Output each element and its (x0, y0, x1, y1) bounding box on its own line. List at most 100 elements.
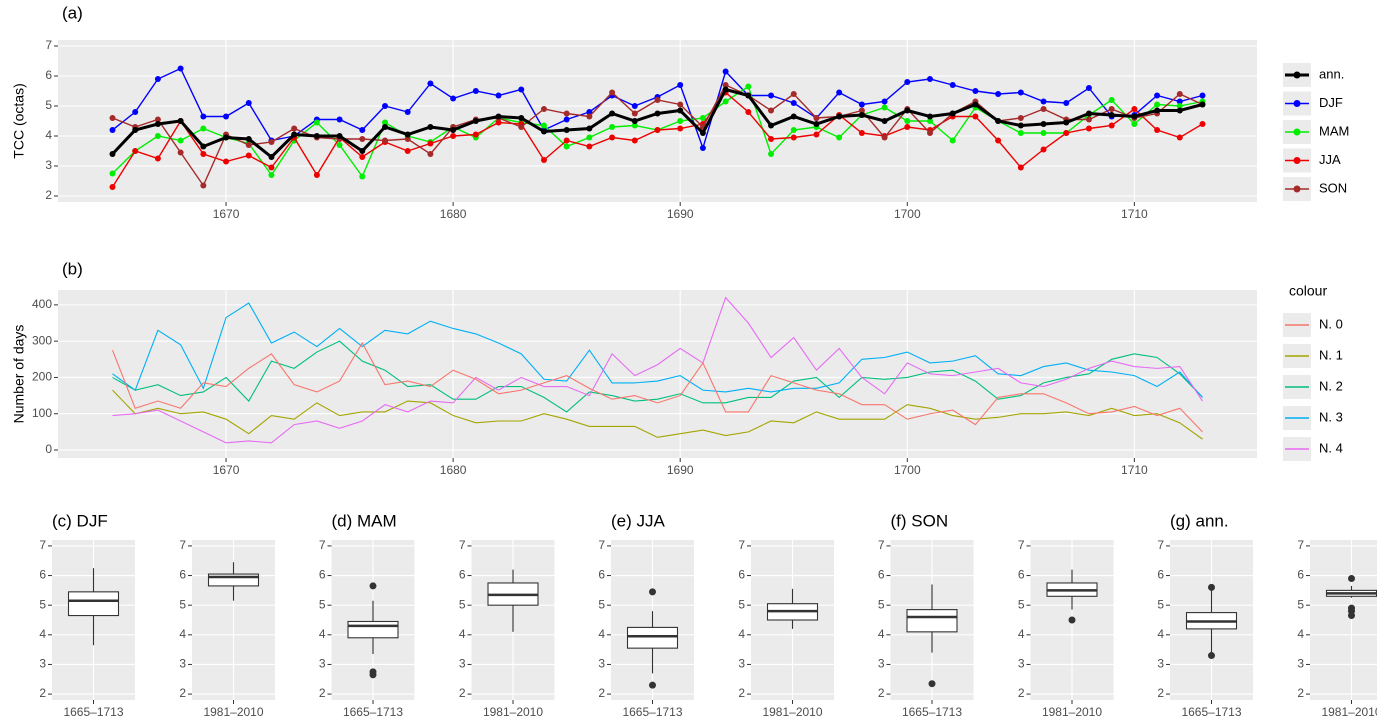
y-tick-label: 7 (45, 38, 52, 52)
data-point (1154, 127, 1161, 133)
data-point (1199, 101, 1206, 108)
data-point (336, 116, 343, 123)
y-tick-label: 4 (1297, 627, 1304, 641)
data-point (1085, 116, 1092, 123)
series-line (111, 341, 1203, 433)
data-point (154, 155, 161, 162)
data-point (722, 68, 729, 75)
y-tick-label: 5 (738, 597, 745, 611)
data-point (836, 89, 843, 96)
outlier (928, 680, 936, 688)
box (906, 609, 958, 633)
data-point (268, 154, 275, 160)
data-point (563, 110, 570, 117)
data-point (223, 134, 230, 141)
data-point (563, 127, 570, 133)
data-point (972, 113, 979, 120)
data-point (972, 88, 979, 94)
data-point (132, 148, 139, 154)
data-point (223, 158, 230, 165)
x-tick-label: 1981–2010 (203, 705, 263, 719)
y-tick-label: 7 (1157, 538, 1164, 552)
data-point (745, 109, 752, 115)
y-tick-label: 4 (39, 627, 46, 641)
data-point (223, 113, 230, 120)
y-tick-label: 4 (45, 128, 52, 142)
x-tick-label: 1680 (440, 207, 467, 221)
data-point (1131, 121, 1138, 127)
y-tick-label: 300 (32, 333, 52, 347)
y-tick-label: 3 (459, 657, 466, 671)
data-point (268, 164, 275, 171)
data-point (1176, 134, 1183, 141)
y-tick-label: 100 (32, 406, 52, 420)
data-point (722, 98, 729, 105)
y-tick-label: 6 (878, 568, 885, 582)
data-point (427, 80, 434, 87)
data-point (1176, 98, 1183, 105)
panel-title: (b) (62, 259, 83, 278)
y-tick-label: 200 (32, 370, 52, 384)
data-point (927, 113, 933, 120)
data-point (1108, 112, 1115, 118)
outlier (649, 588, 656, 596)
y-tick-label: 6 (179, 568, 186, 582)
data-point (631, 118, 638, 124)
data-point (631, 103, 638, 109)
y-tick-label: 3 (39, 657, 46, 671)
legend-label: N. 0 (1319, 316, 1343, 331)
outlier (369, 671, 377, 679)
data-point (768, 136, 775, 142)
data-point (563, 137, 570, 144)
data-point (1063, 119, 1070, 126)
y-tick-label: 4 (1018, 627, 1025, 641)
data-point (1108, 106, 1115, 112)
y-tick-label: 5 (1018, 597, 1025, 611)
data-point (927, 76, 933, 82)
panel-title: (a) (62, 3, 83, 22)
data-point (699, 145, 706, 151)
y-tick-label: 2 (1297, 686, 1304, 700)
data-point (359, 148, 366, 154)
data-point (245, 136, 252, 142)
data-point (586, 113, 593, 120)
data-point (200, 113, 207, 120)
data-point (268, 172, 275, 178)
data-point (881, 134, 888, 141)
data-point (427, 124, 434, 130)
y-tick-label: 5 (878, 597, 885, 611)
x-tick-label: 1690 (667, 207, 694, 221)
data-point (745, 92, 752, 99)
y-tick-label: 4 (459, 627, 466, 641)
y-tick-label: 3 (1018, 657, 1025, 671)
data-point (699, 130, 706, 136)
data-point (1154, 107, 1161, 114)
x-tick-label: 1665–1713 (343, 705, 403, 719)
data-point (677, 118, 684, 124)
data-point (1063, 100, 1070, 106)
data-point (472, 131, 479, 138)
data-point (677, 125, 684, 132)
data-point (881, 104, 888, 111)
data-point (1017, 89, 1024, 96)
y-tick-label: 5 (39, 597, 46, 611)
data-point (359, 173, 366, 180)
y-tick-label: 7 (39, 538, 46, 552)
data-point (359, 136, 366, 142)
data-point (245, 100, 252, 106)
plot-background (58, 40, 1257, 202)
y-tick-label: 5 (459, 597, 466, 611)
data-point (813, 121, 820, 127)
data-point (154, 121, 161, 127)
y-tick-label: 5 (1297, 597, 1304, 611)
data-point (881, 98, 888, 105)
panel-title: (d) MAM (332, 511, 397, 530)
data-point (631, 137, 638, 144)
y-tick-label: 2 (1018, 686, 1025, 700)
y-tick-label: 6 (39, 568, 46, 582)
data-point (927, 130, 933, 136)
data-point (858, 130, 865, 136)
y-tick-label: 2 (1157, 686, 1164, 700)
data-point (1131, 106, 1138, 112)
